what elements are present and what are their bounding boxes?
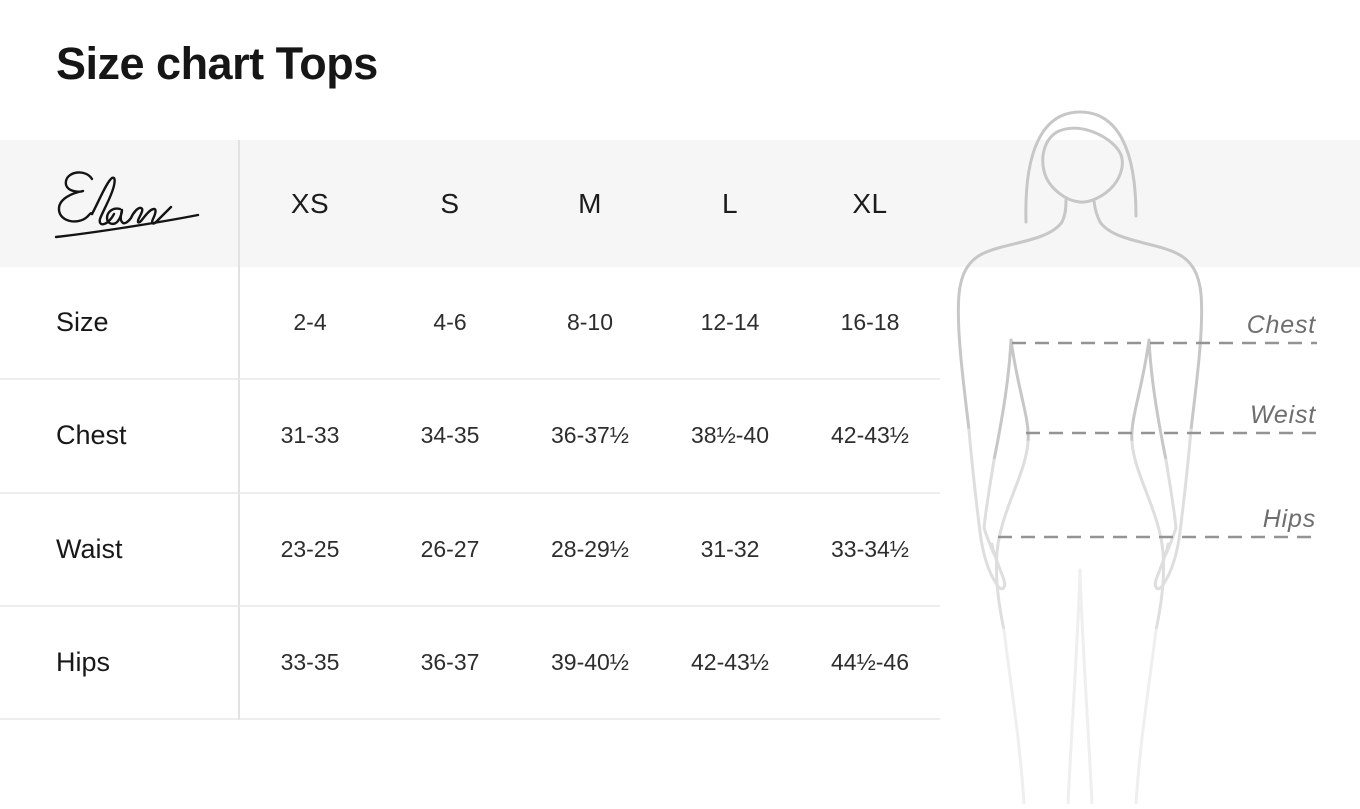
brand-logo — [54, 170, 200, 238]
size-chart-table: XS S M L XL Size 2-4 4-6 8-10 12-14 16-1… — [0, 140, 940, 720]
row-label-size: Size — [0, 267, 240, 381]
leg-right-outer — [1134, 628, 1158, 806]
chest-s: 34-35 — [380, 380, 520, 494]
legs-inner-split — [1066, 568, 1094, 806]
hair-outline — [1024, 110, 1138, 224]
chest-measure-label: Chest — [1246, 311, 1316, 339]
neck-left — [1060, 198, 1068, 224]
column-header-l: L — [721, 187, 739, 219]
page-title: Size chart Tops — [56, 38, 378, 89]
female-body-outline-icon — [956, 110, 1317, 806]
column-header-s: S — [440, 187, 460, 219]
torso-right-upper — [1130, 338, 1151, 444]
face-outline — [1041, 126, 1124, 204]
hips-xl: 44½-46 — [800, 607, 940, 720]
inner-arm-right-lower — [1164, 458, 1178, 530]
row-label-hips: Hips — [0, 606, 240, 720]
size-l: 12-14 — [660, 267, 800, 381]
waist-measure-label: Weist — [1249, 401, 1316, 429]
column-header-m: M — [578, 187, 602, 219]
chest-m: 36-37½ — [520, 380, 660, 494]
size-xs: 2-4 — [240, 267, 380, 381]
hips-l: 42-43½ — [660, 607, 800, 720]
leg-left-outer — [1002, 628, 1026, 806]
table-header-band — [0, 140, 1360, 267]
waist-s: 26-27 — [380, 494, 520, 607]
hip-right — [1130, 440, 1166, 632]
forearm-left — [967, 428, 982, 534]
hips-s: 36-37 — [380, 607, 520, 720]
logo-script-lan — [90, 175, 173, 225]
forearm-right — [1178, 428, 1193, 534]
hips-m: 39-40½ — [520, 607, 660, 720]
inner-arm-right-upper — [1147, 338, 1168, 462]
brand-logo-cell — [0, 140, 240, 267]
logo-underline-flourish — [54, 213, 200, 238]
waist-m: 28-29½ — [520, 494, 660, 607]
chest-xl: 42-43½ — [800, 380, 940, 494]
column-header-xs: XS — [290, 187, 330, 219]
size-m: 8-10 — [520, 267, 660, 381]
body-measurement-figure — [940, 100, 1360, 806]
chest-l: 38½-40 — [660, 380, 800, 494]
size-s: 4-6 — [380, 267, 520, 381]
hips-xs: 33-35 — [240, 607, 380, 720]
torso-left-upper — [1009, 338, 1030, 444]
size-xl: 16-18 — [800, 267, 940, 381]
shoulder-arm-right — [1098, 220, 1204, 432]
column-header-xl: XL — [852, 187, 888, 219]
neck-right — [1092, 199, 1102, 224]
chest-xs: 31-33 — [240, 380, 380, 494]
row-label-chest: Chest — [0, 380, 240, 494]
inner-arm-left-lower — [982, 458, 996, 530]
waist-xl: 33-34½ — [800, 494, 940, 607]
logo-script-e — [57, 170, 94, 223]
waist-l: 31-32 — [660, 494, 800, 607]
shoulder-arm-left — [956, 220, 1064, 432]
row-label-waist: Waist — [0, 493, 240, 607]
hip-left — [994, 440, 1030, 632]
hips-measure-label: Hips — [1262, 505, 1316, 533]
waist-xs: 23-25 — [240, 494, 380, 607]
inner-arm-left-upper — [992, 338, 1013, 462]
